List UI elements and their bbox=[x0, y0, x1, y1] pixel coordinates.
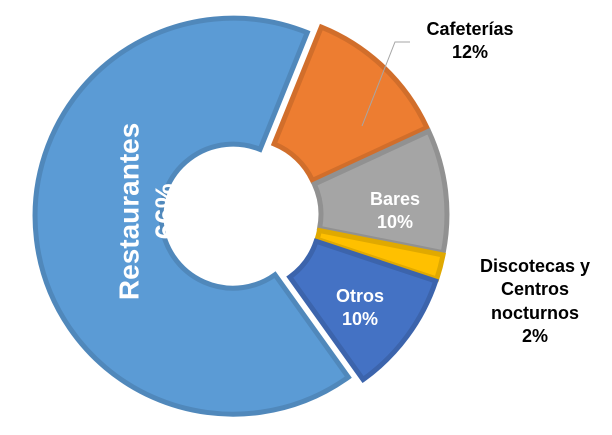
category-name: Otros bbox=[335, 286, 384, 306]
donut-slice bbox=[32, 15, 352, 417]
leader-line bbox=[361, 41, 410, 127]
category-name: Cafeterías bbox=[426, 19, 514, 39]
category-name: Discotecas y Centros nocturnos bbox=[479, 256, 591, 323]
slice-label: Discotecas y Centros nocturnos 2% bbox=[455, 255, 612, 349]
slice-label: Bares 10% bbox=[340, 188, 450, 235]
category-name: Restaurantes bbox=[113, 122, 145, 301]
slice-label: Restaurantes 66% bbox=[112, 111, 185, 311]
category-name: Bares bbox=[369, 189, 421, 209]
value-label: 2% bbox=[521, 326, 548, 347]
donut-slice bbox=[286, 238, 439, 384]
slice-label: Otros 10% bbox=[305, 285, 415, 332]
slice-label: Cafeterías 12% bbox=[395, 18, 545, 65]
value-label: 66% bbox=[150, 183, 181, 240]
value-label: 10% bbox=[376, 212, 414, 233]
value-label: 12% bbox=[451, 42, 489, 63]
value-label: 10% bbox=[341, 309, 379, 330]
donut-slice bbox=[270, 23, 431, 184]
